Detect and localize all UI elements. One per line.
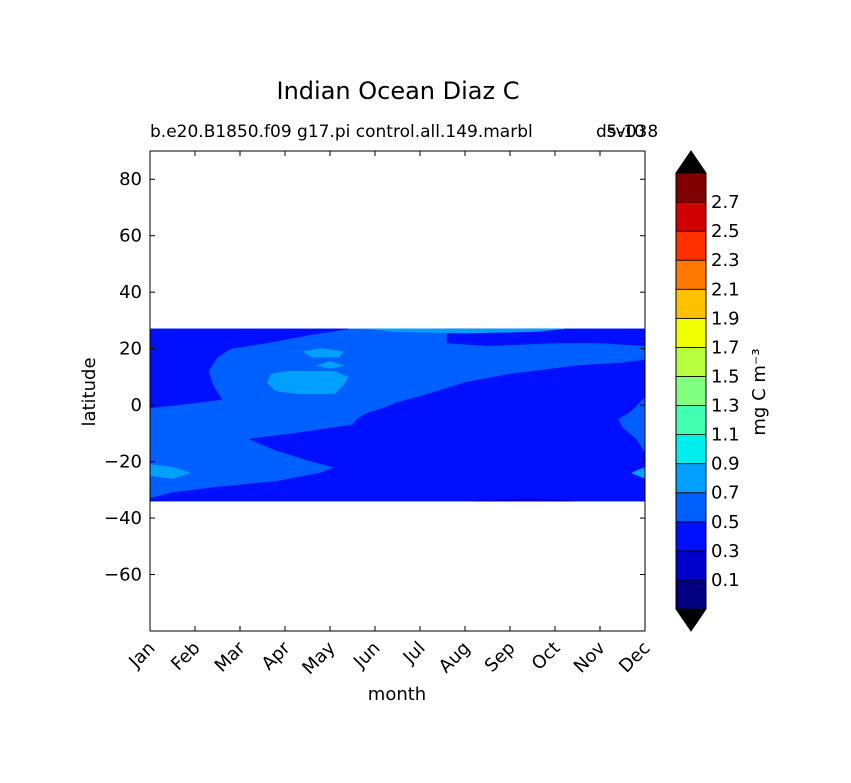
colorbar-swatch-4 xyxy=(675,463,707,494)
y-tick-label-0: 80 xyxy=(119,169,142,190)
plot-frame xyxy=(149,150,646,632)
colorbar-swatch-0 xyxy=(675,579,707,610)
colorbar-tick-label-5: 1.1 xyxy=(711,425,740,446)
colorbar-label: mg C m⁻³ xyxy=(749,348,770,435)
colorbar-swatch-8 xyxy=(675,346,707,377)
colorbar: 0.1 0.3 0.5 0.7 0.9 1.1 1.3 1.5 1.7 1.9 2.1 2.3 2.5 2… xyxy=(675,150,740,632)
x-tick-label-sep: Sep xyxy=(481,638,520,677)
contour-region-5 xyxy=(315,361,345,369)
y-tick-label-1: 60 xyxy=(119,226,142,247)
x-tick-label-oct: Oct xyxy=(528,638,565,675)
chart-title: Indian Ocean Diaz C xyxy=(277,77,520,105)
y-tick-label-7: −60 xyxy=(104,565,142,586)
x-tick-label-apr: Apr xyxy=(258,637,295,674)
contour-region-2 xyxy=(149,328,349,409)
colorbar-extend-min xyxy=(676,609,706,631)
colorbar-swatch-5 xyxy=(675,434,707,465)
colorbar-tick-label-10: 2.1 xyxy=(711,279,740,300)
x-tick-label-nov: Nov xyxy=(570,637,610,677)
colorbar-extend-max xyxy=(676,151,706,173)
colorbar-tick-label-12: 2.5 xyxy=(711,221,740,242)
colorbar-swatch-7 xyxy=(675,376,707,406)
colorbar-tick-label-9: 1.9 xyxy=(711,308,740,329)
x-tick-label-jan: Jan xyxy=(124,638,159,673)
contour-region-10 xyxy=(473,498,574,502)
x-axis-label: month xyxy=(368,684,426,705)
colorbar-tick-label-2: 0.5 xyxy=(711,512,740,533)
y-tick-label-4: 0 xyxy=(131,395,142,416)
chart-subtitle-overlap: dsv038 xyxy=(596,122,658,142)
colorbar-swatch-14 xyxy=(675,172,707,203)
y-tick-label-6: −40 xyxy=(104,508,142,529)
colorbar-swatch-12 xyxy=(675,230,707,261)
colorbar-tick-label-13: 2.7 xyxy=(711,192,740,213)
y-tick-label-3: 20 xyxy=(119,339,142,360)
colorbar-tick-label-11: 2.3 xyxy=(711,250,740,271)
contour-region-1 xyxy=(149,359,646,502)
contour-region-7 xyxy=(365,328,565,334)
y-tick-label-2: 40 xyxy=(119,282,142,303)
chart-subtitle-right: 5-10 xyxy=(606,122,645,142)
y-tick-label-5: −20 xyxy=(104,452,142,473)
x-tick-label-aug: Aug xyxy=(435,638,475,678)
colorbar-swatch-13 xyxy=(675,201,707,232)
colorbar-swatch-11 xyxy=(675,259,707,290)
colorbar-swatch-2 xyxy=(675,521,707,552)
colorbar-swatch-9 xyxy=(675,317,707,348)
plot-area xyxy=(149,150,646,632)
contour-region-6 xyxy=(302,348,344,358)
x-tick-label-jun: Jun xyxy=(349,638,384,673)
colorbar-tick-label-7: 1.5 xyxy=(711,366,740,387)
colorbar-swatch-3 xyxy=(675,492,707,523)
colorbar-tick-label-1: 0.3 xyxy=(711,541,740,562)
x-tick-label-feb: Feb xyxy=(167,638,204,675)
colorbar-swatch-1 xyxy=(675,550,707,581)
colorbar-tick-label-4: 0.9 xyxy=(711,454,740,475)
x-tick-label-mar: Mar xyxy=(211,637,250,676)
colorbar-tick-label-8: 1.7 xyxy=(711,337,740,358)
colorbar-swatch-6 xyxy=(675,405,707,435)
x-tick-label-jul: Jul xyxy=(399,638,430,669)
y-axis: 80 60 40 20 0 −20 −40 −60 xyxy=(104,169,645,586)
contour-region-4 xyxy=(266,370,349,395)
y-axis-label: latitude xyxy=(79,357,100,426)
colorbar-outline xyxy=(675,150,707,632)
colorbar-tick-label-6: 1.3 xyxy=(711,396,740,417)
x-tick-label-dec: Dec xyxy=(615,638,654,677)
colorbar-tick-label-3: 0.7 xyxy=(711,483,740,504)
chart-subtitle-left: b.e20.B1850.f09 g17.pi control.all.149.m… xyxy=(150,122,533,142)
x-tick-label-may: May xyxy=(298,637,339,678)
colorbar-swatch-10 xyxy=(675,288,707,319)
colorbar-tick-label-0: 0.1 xyxy=(711,570,740,591)
